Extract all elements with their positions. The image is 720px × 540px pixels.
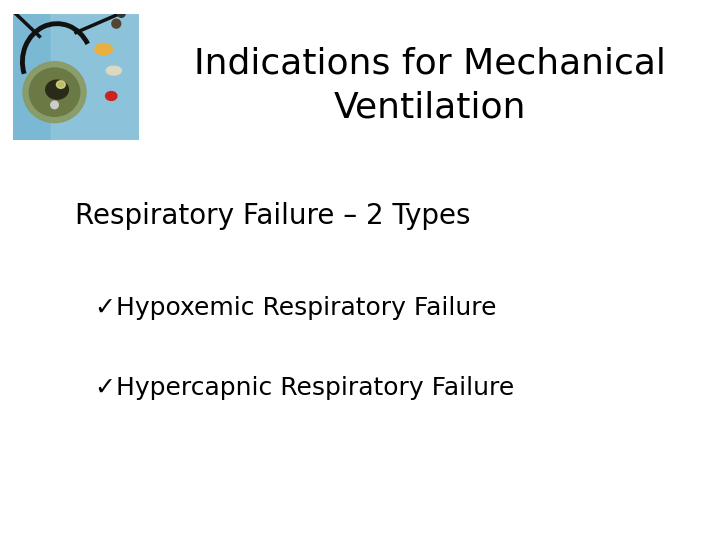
Ellipse shape	[106, 92, 117, 100]
Ellipse shape	[23, 62, 86, 123]
Bar	[50, 14, 139, 140]
Ellipse shape	[95, 43, 112, 55]
Text: Ventilation: Ventilation	[334, 91, 526, 125]
Circle shape	[50, 101, 58, 109]
Ellipse shape	[46, 80, 68, 99]
Circle shape	[112, 19, 121, 28]
Text: ✓Hypercapnic Respiratory Failure: ✓Hypercapnic Respiratory Failure	[95, 376, 514, 400]
Circle shape	[117, 10, 125, 17]
Text: Indications for Mechanical: Indications for Mechanical	[194, 46, 666, 80]
Text: Respiratory Failure – 2 Types: Respiratory Failure – 2 Types	[75, 202, 470, 230]
Ellipse shape	[107, 66, 121, 75]
Ellipse shape	[30, 68, 80, 116]
Text: ✓Hypoxemic Respiratory Failure: ✓Hypoxemic Respiratory Failure	[95, 296, 497, 320]
Ellipse shape	[56, 81, 66, 89]
